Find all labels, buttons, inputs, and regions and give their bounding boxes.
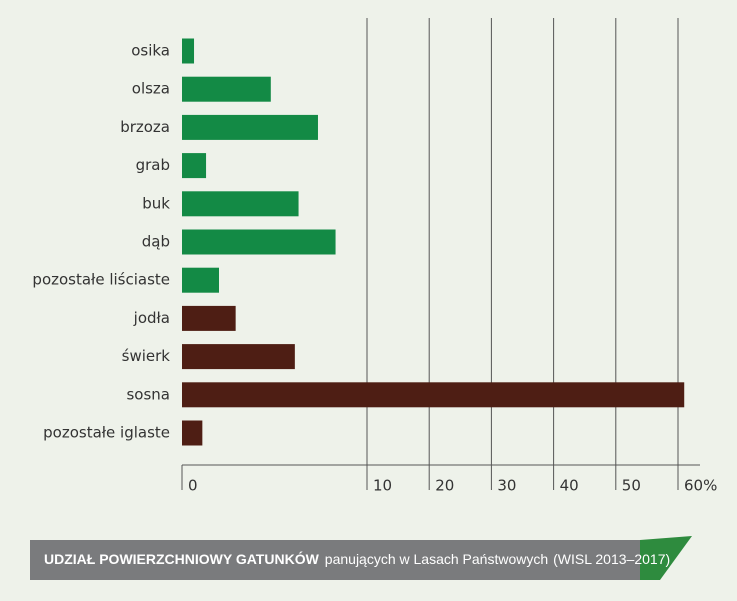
bar <box>182 114 318 140</box>
y-tick-label: dąb <box>142 233 170 251</box>
y-tick-label: grab <box>136 156 170 174</box>
bar <box>182 76 271 102</box>
caption-box <box>30 540 660 580</box>
bar <box>182 305 236 331</box>
bar <box>182 38 195 64</box>
bar <box>182 267 219 293</box>
caption: UDZIAŁ POWIERZCHNIOWY GATUNKÓW panujących… <box>44 550 670 567</box>
chart-title: UDZIAŁ POWIERZCHNIOWY GATUNKÓW <box>44 550 320 567</box>
y-tick-label: pozostałe liściaste <box>32 271 170 289</box>
y-tick-label: jodła <box>133 309 170 327</box>
bar <box>182 191 299 217</box>
y-tick-label: buk <box>142 194 170 212</box>
y-tick-label: osika <box>131 42 170 60</box>
x-tick-label: 30 <box>497 477 516 495</box>
caption-accent <box>640 536 692 580</box>
bar <box>182 153 207 179</box>
x-tick-label: 40 <box>560 477 579 495</box>
y-tick-label: olsza <box>132 80 170 98</box>
y-tick-label: brzoza <box>120 118 170 136</box>
chart-note: (WISL 2013–2017) <box>553 551 670 567</box>
x-tick-label: 20 <box>435 477 454 495</box>
x-tick-label: 10 <box>373 477 392 495</box>
chart-subtitle: panujących w Lasach Państwowych <box>325 551 548 567</box>
x-tick-label: 0 <box>188 477 198 495</box>
bar <box>182 420 203 446</box>
y-tick-label: świerk <box>122 347 171 365</box>
bar <box>182 344 295 370</box>
x-tick-label: 50 <box>622 477 641 495</box>
y-tick-label: pozostałe iglaste <box>43 424 170 442</box>
bar <box>182 229 336 255</box>
bar <box>182 382 685 408</box>
x-tick-label: 60% <box>684 477 717 495</box>
y-tick-label: sosna <box>126 385 170 403</box>
